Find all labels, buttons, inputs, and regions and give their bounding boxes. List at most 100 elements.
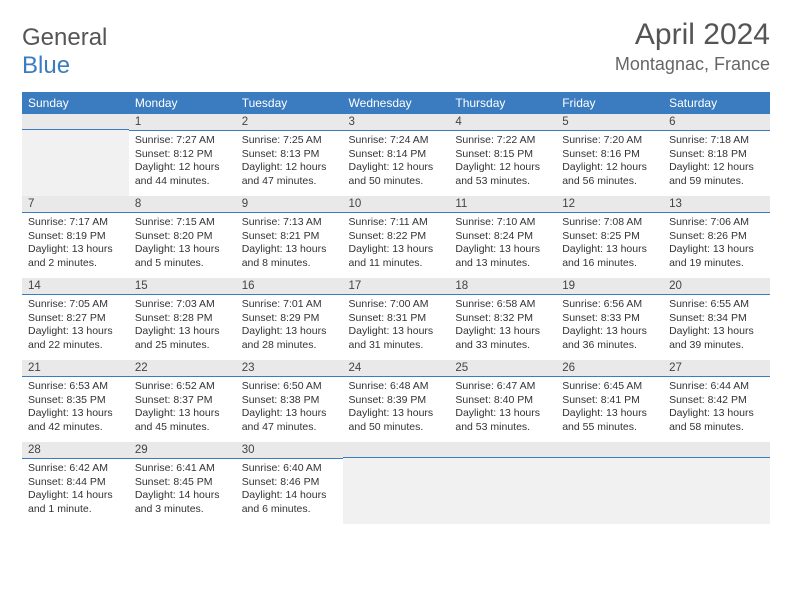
calendar-cell: 7Sunrise: 7:17 AMSunset: 8:19 PMDaylight… [22,196,129,278]
day-number: 18 [449,278,556,295]
sunrise-line: Sunrise: 7:05 AM [28,298,123,312]
daylight-line-2: and 36 minutes. [562,339,657,353]
daylight-line-2: and 44 minutes. [135,175,230,189]
calendar-week-row: 28Sunrise: 6:42 AMSunset: 8:44 PMDayligh… [22,442,770,524]
day-number: 30 [236,442,343,459]
daylight-line-2: and 31 minutes. [349,339,444,353]
day-body: Sunrise: 6:47 AMSunset: 8:40 PMDaylight:… [449,377,556,442]
daylight-line-1: Daylight: 14 hours [135,489,230,503]
calendar-cell: 15Sunrise: 7:03 AMSunset: 8:28 PMDayligh… [129,278,236,360]
calendar-week-row: 14Sunrise: 7:05 AMSunset: 8:27 PMDayligh… [22,278,770,360]
day-number: 12 [556,196,663,213]
day-number: 29 [129,442,236,459]
sunrise-line: Sunrise: 7:10 AM [455,216,550,230]
calendar-week-row: 21Sunrise: 6:53 AMSunset: 8:35 PMDayligh… [22,360,770,442]
daylight-line-2: and 25 minutes. [135,339,230,353]
day-body: Sunrise: 6:45 AMSunset: 8:41 PMDaylight:… [556,377,663,442]
sunrise-line: Sunrise: 6:45 AM [562,380,657,394]
day-number: 7 [22,196,129,213]
calendar-cell: 14Sunrise: 7:05 AMSunset: 8:27 PMDayligh… [22,278,129,360]
weekday-header: Friday [556,92,663,114]
sunset-line: Sunset: 8:40 PM [455,394,550,408]
sunset-line: Sunset: 8:35 PM [28,394,123,408]
daylight-line-2: and 28 minutes. [242,339,337,353]
weekday-header: Sunday [22,92,129,114]
daylight-line-1: Daylight: 13 hours [242,243,337,257]
day-body: Sunrise: 7:08 AMSunset: 8:25 PMDaylight:… [556,213,663,278]
daylight-line-2: and 55 minutes. [562,421,657,435]
daylight-line-1: Daylight: 13 hours [455,407,550,421]
daylight-line-2: and 22 minutes. [28,339,123,353]
day-number: 23 [236,360,343,377]
sunrise-line: Sunrise: 7:20 AM [562,134,657,148]
daylight-line-1: Daylight: 13 hours [669,325,764,339]
sunrise-line: Sunrise: 6:40 AM [242,462,337,476]
calendar-cell: 21Sunrise: 6:53 AMSunset: 8:35 PMDayligh… [22,360,129,442]
day-body: Sunrise: 7:18 AMSunset: 8:18 PMDaylight:… [663,131,770,196]
daylight-line-2: and 56 minutes. [562,175,657,189]
day-number: 15 [129,278,236,295]
calendar-cell: 13Sunrise: 7:06 AMSunset: 8:26 PMDayligh… [663,196,770,278]
sunset-line: Sunset: 8:45 PM [135,476,230,490]
daylight-line-1: Daylight: 12 hours [135,161,230,175]
day-number: 25 [449,360,556,377]
sunrise-line: Sunrise: 7:17 AM [28,216,123,230]
daylight-line-1: Daylight: 13 hours [28,407,123,421]
day-body [22,130,129,196]
day-body: Sunrise: 7:15 AMSunset: 8:20 PMDaylight:… [129,213,236,278]
weekday-header: Thursday [449,92,556,114]
daylight-line-1: Daylight: 13 hours [349,325,444,339]
sunset-line: Sunset: 8:32 PM [455,312,550,326]
day-body [449,458,556,524]
sunrise-line: Sunrise: 7:25 AM [242,134,337,148]
daylight-line-1: Daylight: 13 hours [349,243,444,257]
day-body: Sunrise: 7:13 AMSunset: 8:21 PMDaylight:… [236,213,343,278]
sunrise-line: Sunrise: 6:55 AM [669,298,764,312]
calendar-table: SundayMondayTuesdayWednesdayThursdayFrid… [22,92,770,524]
sunrise-line: Sunrise: 7:27 AM [135,134,230,148]
calendar-cell: 5Sunrise: 7:20 AMSunset: 8:16 PMDaylight… [556,114,663,196]
day-body: Sunrise: 7:03 AMSunset: 8:28 PMDaylight:… [129,295,236,360]
sunrise-line: Sunrise: 7:15 AM [135,216,230,230]
sunrise-line: Sunrise: 7:11 AM [349,216,444,230]
day-number: 4 [449,114,556,131]
day-number [22,114,129,130]
daylight-line-1: Daylight: 12 hours [455,161,550,175]
sunrise-line: Sunrise: 7:08 AM [562,216,657,230]
sunset-line: Sunset: 8:27 PM [28,312,123,326]
daylight-line-1: Daylight: 14 hours [28,489,123,503]
day-body: Sunrise: 6:44 AMSunset: 8:42 PMDaylight:… [663,377,770,442]
sunset-line: Sunset: 8:24 PM [455,230,550,244]
daylight-line-2: and 1 minute. [28,503,123,517]
sunset-line: Sunset: 8:15 PM [455,148,550,162]
day-number: 10 [343,196,450,213]
daylight-line-1: Daylight: 13 hours [669,243,764,257]
calendar-cell: 20Sunrise: 6:55 AMSunset: 8:34 PMDayligh… [663,278,770,360]
daylight-line-1: Daylight: 13 hours [135,407,230,421]
day-body: Sunrise: 7:22 AMSunset: 8:15 PMDaylight:… [449,131,556,196]
calendar-cell: 2Sunrise: 7:25 AMSunset: 8:13 PMDaylight… [236,114,343,196]
sunset-line: Sunset: 8:41 PM [562,394,657,408]
day-body: Sunrise: 6:56 AMSunset: 8:33 PMDaylight:… [556,295,663,360]
sunset-line: Sunset: 8:42 PM [669,394,764,408]
sunrise-line: Sunrise: 6:41 AM [135,462,230,476]
calendar-cell: 9Sunrise: 7:13 AMSunset: 8:21 PMDaylight… [236,196,343,278]
calendar-week-row: 1Sunrise: 7:27 AMSunset: 8:12 PMDaylight… [22,114,770,196]
logo-text: General Blue [22,24,104,80]
sunrise-line: Sunrise: 7:03 AM [135,298,230,312]
day-number: 17 [343,278,450,295]
daylight-line-1: Daylight: 13 hours [349,407,444,421]
sunset-line: Sunset: 8:13 PM [242,148,337,162]
daylight-line-2: and 58 minutes. [669,421,764,435]
calendar-cell: 6Sunrise: 7:18 AMSunset: 8:18 PMDaylight… [663,114,770,196]
calendar-cell [22,114,129,196]
calendar-cell [663,442,770,524]
calendar-cell: 28Sunrise: 6:42 AMSunset: 8:44 PMDayligh… [22,442,129,524]
sunrise-line: Sunrise: 6:44 AM [669,380,764,394]
daylight-line-1: Daylight: 13 hours [242,407,337,421]
calendar-cell: 11Sunrise: 7:10 AMSunset: 8:24 PMDayligh… [449,196,556,278]
sunrise-line: Sunrise: 7:01 AM [242,298,337,312]
day-body [663,458,770,524]
day-number: 13 [663,196,770,213]
sunrise-line: Sunrise: 6:50 AM [242,380,337,394]
